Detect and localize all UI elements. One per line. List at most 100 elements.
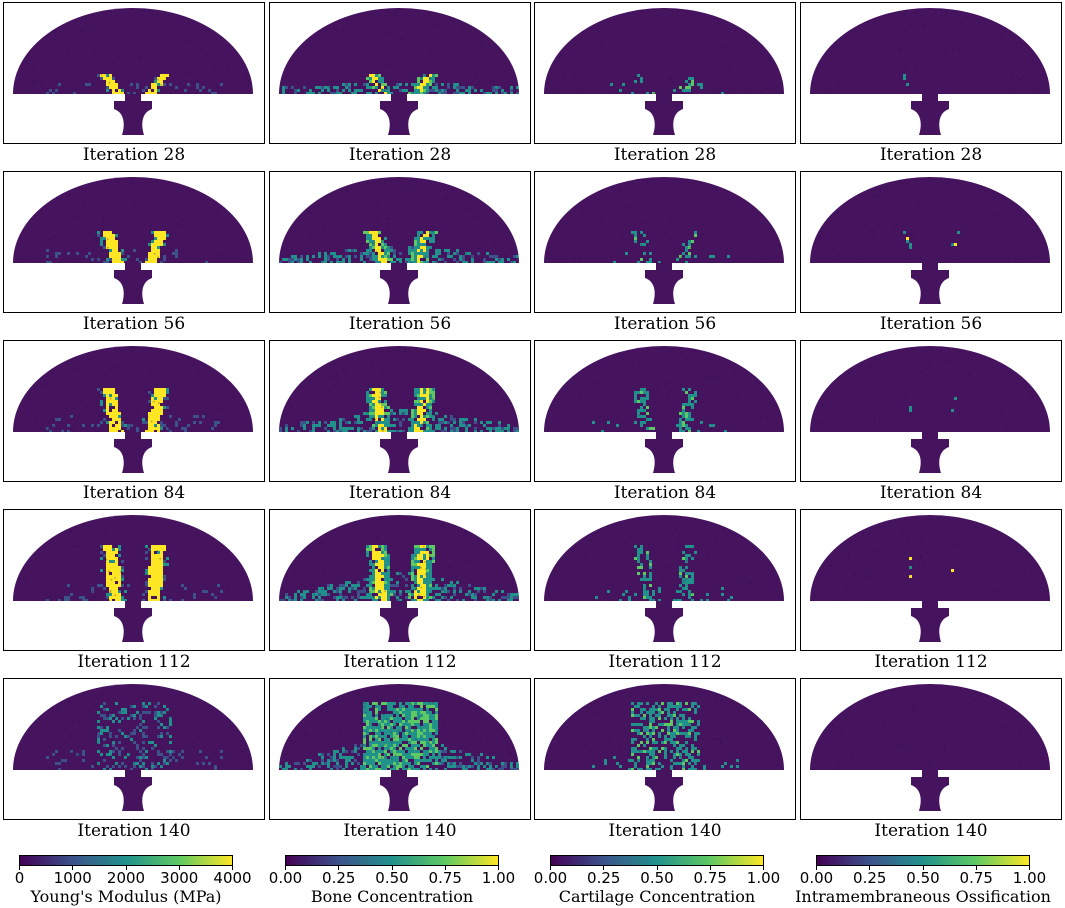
colorbar-tick <box>338 866 340 870</box>
field-plot <box>13 177 253 304</box>
colorbar-tick <box>125 866 127 870</box>
colorbar-tick-label: 0.00 <box>533 869 568 887</box>
field-plot <box>544 177 784 304</box>
stem-region <box>380 601 418 642</box>
field-speckle <box>592 388 727 432</box>
field-plot <box>810 346 1050 473</box>
stem-region <box>645 770 683 811</box>
colorbar-tick-label: 3000 <box>160 869 199 887</box>
colorbar <box>19 855 233 866</box>
field-plot <box>279 346 519 473</box>
panel-caption: Iteration 28 <box>879 145 983 165</box>
field-speckle <box>592 702 739 770</box>
colorbar-tick-label: 0 <box>14 869 25 887</box>
colorbar-tick-label: 2000 <box>106 869 146 887</box>
field-plot <box>544 515 784 642</box>
colorbar-tick <box>498 866 499 870</box>
field-speckle <box>903 74 909 86</box>
panel-caption: Iteration 112 <box>608 652 722 672</box>
panel-caption: Iteration 84 <box>613 483 717 503</box>
panel-bone-concentration-5 <box>269 678 531 820</box>
field-plot <box>279 684 519 811</box>
domain-region <box>279 515 519 601</box>
field-plot <box>13 684 253 811</box>
field-speckle <box>46 702 223 770</box>
domain-region <box>13 8 253 94</box>
colorbar-tick-label: 0.00 <box>268 869 303 887</box>
colorbar-tick <box>19 866 20 870</box>
stem-region <box>645 432 683 473</box>
domain-region <box>810 346 1050 432</box>
panel-caption: Iteration 140 <box>77 821 191 841</box>
domain-region <box>810 684 1050 770</box>
panel-youngs-modulus-3 <box>3 340 265 482</box>
field-speckle <box>909 557 954 578</box>
stem-region <box>380 432 418 473</box>
stem-region <box>114 770 152 811</box>
panel-youngs-modulus-2 <box>3 171 265 313</box>
panel-caption: Iteration 28 <box>613 145 717 165</box>
domain-region <box>544 177 784 263</box>
field-speckle <box>610 74 724 94</box>
colorbar-label: Bone Concentration <box>310 887 474 906</box>
stem-region <box>380 263 418 304</box>
field-speckle <box>279 231 519 263</box>
panel-intramembraneous-ossification-5 <box>800 678 1062 820</box>
domain-region <box>544 8 784 94</box>
colorbar-tick <box>763 866 764 870</box>
colorbar-tick-label: 1000 <box>53 869 92 887</box>
colorbar-tick <box>178 866 180 870</box>
colorbar-tick-label: 0.25 <box>587 869 621 887</box>
colorbar-tick <box>869 866 871 870</box>
domain-region <box>544 346 784 432</box>
panel-cartilage-concentration-1 <box>534 2 796 144</box>
colorbar <box>285 855 499 866</box>
colorbar <box>550 855 764 866</box>
field-plot <box>13 8 253 135</box>
colorbar-tick <box>656 866 658 870</box>
field-plot <box>13 515 253 642</box>
field-speckle <box>279 702 519 770</box>
colorbar-tick-label: 4000 <box>213 869 252 887</box>
domain-region <box>13 515 253 601</box>
field-plot <box>279 8 519 135</box>
panel-bone-concentration-2 <box>269 171 531 313</box>
colorbar-tick <box>550 866 551 870</box>
panel-caption: Iteration 140 <box>874 821 988 841</box>
stem-region <box>114 263 152 304</box>
stem-region <box>911 601 949 642</box>
domain-region <box>810 515 1050 601</box>
field-speckle <box>46 74 223 94</box>
stem-region <box>380 770 418 811</box>
panel-caption: Iteration 84 <box>348 483 452 503</box>
stem-region <box>911 94 949 135</box>
panel-caption: Iteration 140 <box>608 821 722 841</box>
stem-region <box>114 432 152 473</box>
panel-caption: Iteration 56 <box>82 314 186 334</box>
colorbar-tick <box>1029 866 1030 870</box>
colorbar-tick-label: 0.75 <box>428 869 462 887</box>
panel-bone-concentration-4 <box>269 509 531 651</box>
domain-region <box>279 8 519 94</box>
field-speckle <box>46 545 223 601</box>
colorbar-tick-label: 0.50 <box>375 869 409 887</box>
domain-region <box>810 177 1050 263</box>
field-plot <box>810 684 1050 811</box>
field-speckle <box>279 545 519 601</box>
colorbar-tick-label: 1.00 <box>1012 869 1047 887</box>
colorbar-tick <box>709 866 711 870</box>
field-plot <box>13 346 253 473</box>
field-speckle <box>46 388 220 432</box>
domain-region <box>13 684 253 770</box>
colorbar-tick-label: 0.50 <box>906 869 940 887</box>
panel-bone-concentration-1 <box>269 2 531 144</box>
stem-region <box>114 601 152 642</box>
field-speckle <box>903 231 960 249</box>
stem-region <box>911 770 949 811</box>
stem-region <box>380 94 418 135</box>
field-plot <box>810 8 1050 135</box>
domain-region <box>544 684 784 770</box>
panel-intramembraneous-ossification-3 <box>800 340 1062 482</box>
field-plot <box>544 346 784 473</box>
